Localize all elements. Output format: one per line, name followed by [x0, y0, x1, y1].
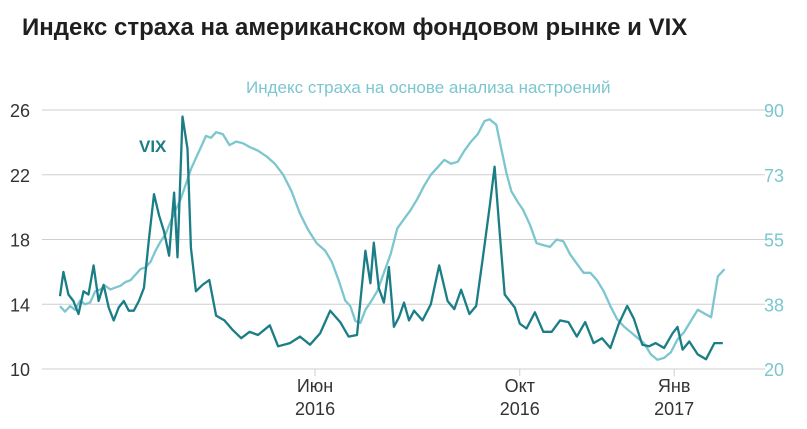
x-tick-labels: Июн 2016 Окт 2016 Янв 2017	[295, 369, 694, 419]
x-tick-year-label: 2017	[654, 399, 694, 419]
y-right-tick-label: 38	[764, 295, 784, 315]
x-tick-year-label: 2016	[295, 399, 335, 419]
y-left-tick-label: 10	[10, 360, 30, 380]
y-left-tick-label: 14	[10, 295, 30, 315]
y-left-tick-label: 26	[10, 101, 30, 121]
y-left-tick-label: 22	[10, 166, 30, 186]
y-left-tick-labels: 10 14 18 22 26	[10, 101, 30, 380]
y-left-tick-label: 18	[10, 231, 30, 251]
y-right-tick-label: 73	[764, 166, 784, 186]
y-right-tick-label: 55	[764, 231, 784, 251]
x-tick-year-label: 2016	[500, 399, 540, 419]
series-labels: VIX Индекс страха на основе анализа настр…	[139, 78, 610, 156]
series-line-sentiment	[59, 118, 726, 361]
y-right-tick-labels: 20 38 55 73 90	[764, 101, 784, 380]
series-label-vix: VIX	[139, 137, 167, 156]
y-right-tick-label: 90	[764, 101, 784, 121]
chart-title: Индекс страха на американском фондовом р…	[22, 14, 688, 41]
series-lines	[58, 115, 726, 361]
x-tick-label: Июн	[297, 376, 333, 396]
x-tick-label: Янв	[658, 376, 691, 396]
y-right-tick-label: 20	[764, 360, 784, 380]
series-line-vix	[58, 115, 723, 361]
series-label-sentiment: Индекс страха на основе анализа настроен…	[246, 78, 610, 97]
x-tick-label: Окт	[505, 376, 535, 396]
